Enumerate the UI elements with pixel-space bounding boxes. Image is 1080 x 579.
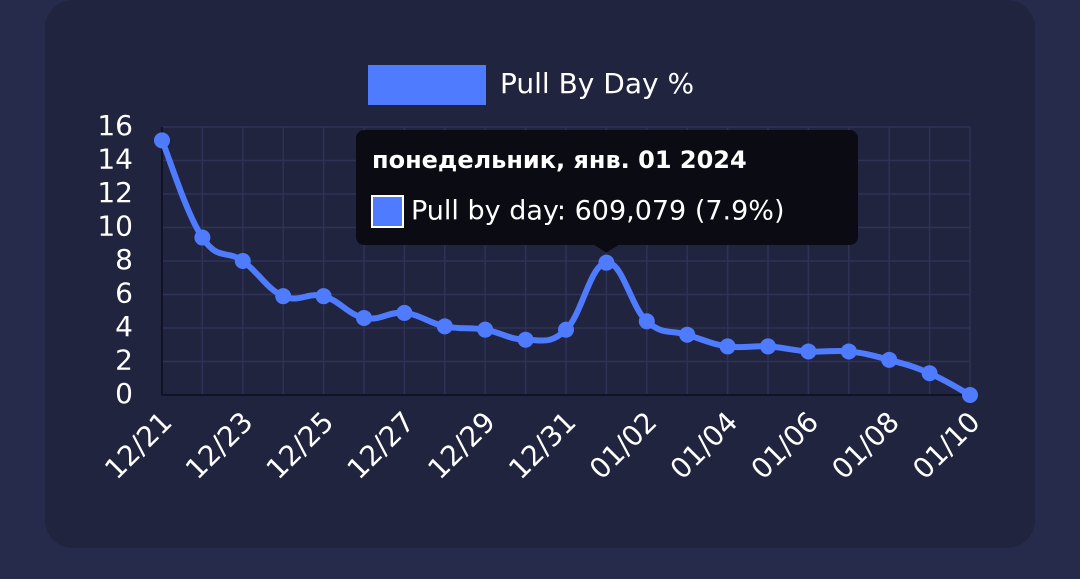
data-point	[679, 326, 696, 343]
tooltip-swatch	[371, 195, 404, 228]
y-tick-label: 6	[115, 277, 133, 310]
y-tick-label: 0	[115, 377, 133, 410]
legend-swatch	[368, 65, 486, 105]
y-tick-label: 10	[97, 210, 133, 243]
data-point	[719, 338, 736, 355]
legend-label: Pull By Day %	[500, 67, 694, 100]
tooltip-arrow	[594, 245, 619, 253]
tooltip-box	[356, 130, 858, 245]
tooltip: понедельник, янв. 01 2024 Pull by day: 60…	[356, 130, 858, 253]
y-tick-label: 16	[97, 109, 133, 142]
data-point	[356, 309, 372, 326]
data-point	[194, 229, 211, 246]
y-tick-label: 14	[97, 143, 133, 176]
data-point	[396, 304, 413, 321]
tooltip-label: Pull by day: 609,079 (7.9%)	[411, 196, 784, 227]
tooltip-title: понедельник, янв. 01 2024	[372, 146, 747, 174]
y-tick-label: 8	[115, 243, 133, 276]
data-point	[315, 288, 332, 305]
data-point	[800, 343, 817, 360]
data-point	[436, 318, 453, 335]
data-point	[962, 387, 978, 403]
data-point	[517, 331, 534, 348]
data-point	[154, 132, 170, 149]
data-point	[558, 321, 574, 338]
data-point	[598, 254, 615, 271]
data-point	[840, 343, 857, 360]
data-point	[234, 253, 251, 269]
data-point	[921, 365, 938, 382]
data-point	[275, 288, 292, 305]
data-point	[881, 351, 898, 368]
data-point	[638, 313, 655, 330]
y-tick-label: 2	[115, 344, 133, 377]
y-tick-label: 4	[115, 310, 133, 343]
data-point	[477, 321, 494, 338]
y-tick-label: 12	[97, 176, 133, 209]
data-point	[760, 338, 776, 355]
